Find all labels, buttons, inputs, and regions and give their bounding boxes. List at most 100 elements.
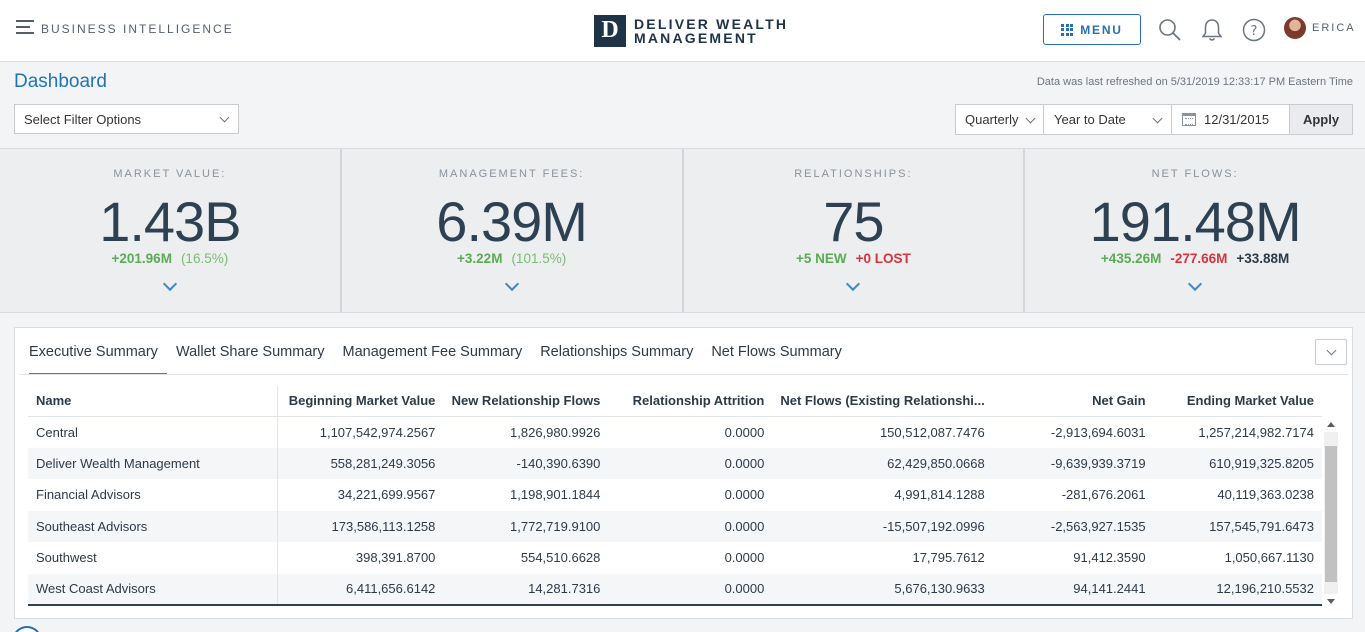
kpi-change: +5 NEW +0 LOST xyxy=(684,251,1024,266)
menu-button[interactable]: MENU xyxy=(1043,14,1141,45)
column-header-ending-market-value[interactable]: Ending Market Value xyxy=(1153,386,1322,417)
chevron-down-icon xyxy=(219,112,230,123)
table-row[interactable]: Southeast Advisors 173,586,113.1258 1,772,… xyxy=(28,510,1322,542)
tab-management-fee-summary[interactable]: Management Fee Summary xyxy=(342,344,523,360)
avatar[interactable] xyxy=(1284,17,1306,39)
help-icon[interactable]: ? xyxy=(1241,17,1267,43)
column-header-net-gain[interactable]: Net Gain xyxy=(992,386,1154,417)
row-value-cell: 91,412.3590 xyxy=(1073,550,1146,566)
row-value-cell: 12,196,210.5532 xyxy=(1153,573,1322,606)
row-value-cell: 1,107,542,974.2567 xyxy=(319,424,436,440)
kpi-value: 75 xyxy=(823,190,884,253)
grid-icon xyxy=(1061,23,1074,36)
row-value-cell: -2,563,927.1535 xyxy=(992,510,1154,542)
kpi-change: +3.22M (101.5%) xyxy=(342,251,682,266)
table-row[interactable]: Central 1,107,542,974.2567 1,826,980.9926 0… xyxy=(28,416,1322,448)
chevron-down-icon[interactable] xyxy=(846,276,861,292)
search-icon[interactable] xyxy=(1157,17,1183,43)
row-value-cell: 5,676,130.9633 xyxy=(772,573,993,606)
bell-icon[interactable] xyxy=(1199,17,1225,43)
row-value-cell: 610,919,325.8205 xyxy=(1153,447,1322,479)
row-name-cell: Southwest xyxy=(28,542,279,574)
scroll-up-icon[interactable] xyxy=(1327,422,1335,427)
logo-line-1: DELIVER WEALTH xyxy=(634,15,789,32)
page-title: Dashboard xyxy=(14,71,107,92)
chevron-down-icon[interactable] xyxy=(504,276,519,292)
period-controls: Quarterly Year to Date 12/31/2015 Apply xyxy=(955,104,1353,135)
kpi-value: 1.43B xyxy=(99,190,241,253)
column-header-name[interactable]: Name xyxy=(28,386,279,417)
scroll-track[interactable] xyxy=(1324,432,1338,594)
row-value-cell: -9,639,939.3719 xyxy=(992,447,1154,479)
tab-wallet-share-summary[interactable]: Wallet Share Summary xyxy=(175,344,325,360)
row-value-cell: 558,281,249.3056 xyxy=(277,447,444,479)
table-row[interactable]: Deliver Wealth Management 558,281,249.305… xyxy=(28,447,1322,479)
column-header-relationship-attrition[interactable]: Relationship Attrition xyxy=(608,386,773,417)
row-value-cell: -2,913,694.6031 xyxy=(1050,424,1146,440)
filter-options-select[interactable]: Select Filter Options xyxy=(14,104,239,134)
chevron-down-icon xyxy=(1326,345,1337,356)
row-value-cell: -15,507,192.0996 xyxy=(772,510,993,542)
user-name[interactable]: ERICA xyxy=(1312,22,1356,34)
period-select[interactable]: Quarterly xyxy=(956,105,1044,134)
row-value-cell: 94,141.2441 xyxy=(992,573,1154,606)
row-value-cell: 0.0000 xyxy=(608,447,773,479)
period-value: Quarterly xyxy=(965,112,1019,127)
tab-net-flows-summary[interactable]: Net Flows Summary xyxy=(711,344,842,360)
row-value-cell: 1,772,719.9100 xyxy=(443,510,609,542)
kpi-relationships: RELATIONSHIPS: 75 +5 NEW +0 LOST xyxy=(683,149,1026,312)
kpi-change-amount: +201.96M xyxy=(111,251,172,266)
date-value: 12/31/2015 xyxy=(1204,112,1270,127)
range-select[interactable]: Year to Date xyxy=(1044,105,1172,134)
kpi-outflows: -277.66M xyxy=(1170,251,1228,266)
kpi-change: +435.26M -277.66M +33.88M xyxy=(1025,251,1365,266)
row-value-cell: 1,257,214,982.7174 xyxy=(1198,424,1314,440)
row-value-cell: 4,991,814.1288 xyxy=(894,487,985,503)
column-header-net-flows-existing[interactable]: Net Flows (Existing Relationshi... xyxy=(772,386,993,417)
date-input[interactable]: 12/31/2015 xyxy=(1172,105,1290,134)
row-value-cell: 1,826,980.9926 xyxy=(510,424,601,440)
column-header-beginning-market-value[interactable]: Beginning Market Value xyxy=(277,386,444,417)
hamburger-icon[interactable] xyxy=(16,19,34,37)
table-scrollbar[interactable] xyxy=(1324,420,1338,606)
table-row[interactable]: Southwest 398,391.8700 554,510.6628 0.0000 1… xyxy=(28,542,1322,574)
app-header: BUSINESS INTELLIGENCE D DELIVER WEALTH M… xyxy=(0,0,1365,62)
row-value-cell: 0.0000 xyxy=(724,424,765,440)
row-value-cell: 173,586,113.1258 xyxy=(277,510,444,542)
row-value-cell: 0.0000 xyxy=(724,550,765,566)
table-row[interactable]: Financial Advisors 34,221,699.9567 1,198,9… xyxy=(28,479,1322,511)
chevron-down-icon[interactable] xyxy=(162,276,177,292)
row-value-cell: 1,198,901.1844 xyxy=(510,487,601,503)
kpi-change-percent: (101.5%) xyxy=(511,251,567,266)
row-value-cell: 0.0000 xyxy=(608,510,773,542)
tab-relationships-summary[interactable]: Relationships Summary xyxy=(540,344,694,360)
kpi-lost-count: +0 LOST xyxy=(855,251,911,266)
apply-button[interactable]: Apply xyxy=(1290,105,1352,134)
tab-executive-summary[interactable]: Executive Summary xyxy=(29,342,167,375)
chevron-down-icon[interactable] xyxy=(1188,276,1203,292)
bottom-action-button[interactable] xyxy=(12,626,42,632)
scroll-down-icon[interactable] xyxy=(1327,599,1335,604)
kpi-change: +201.96M (16.5%) xyxy=(0,251,340,266)
filter-placeholder: Select Filter Options xyxy=(24,111,142,127)
chevron-down-icon xyxy=(1025,113,1036,124)
kpi-value: 191.48M xyxy=(1089,190,1302,253)
column-header-new-relationship-flows[interactable]: New Relationship Flows xyxy=(443,386,609,417)
kpi-market-value: MARKET VALUE: 1.43B +201.96M (16.5%) xyxy=(0,149,342,312)
row-value-cell: 62,429,850.0668 xyxy=(772,447,993,479)
row-value-cell: 0.0000 xyxy=(608,573,773,606)
panel-options-dropdown[interactable] xyxy=(1315,339,1347,365)
row-value-cell: 34,221,699.9567 xyxy=(337,487,436,503)
table-body: Central 1,107,542,974.2567 1,826,980.9926 0… xyxy=(28,416,1322,606)
tabs-divider xyxy=(19,374,1348,375)
scroll-thumb[interactable] xyxy=(1325,446,1337,582)
range-value: Year to Date xyxy=(1054,112,1126,127)
kpi-net-flows: NET FLOWS: 191.48M +435.26M -277.66M +33… xyxy=(1025,149,1365,312)
calendar-icon[interactable] xyxy=(1182,113,1196,126)
svg-text:?: ? xyxy=(1251,24,1258,39)
table-row[interactable]: West Coast Advisors 6,411,656.6142 14,281.… xyxy=(28,573,1322,606)
kpi-change-amount: +3.22M xyxy=(457,251,503,266)
row-value-cell: -281,676.2061 xyxy=(1061,487,1146,503)
row-value-cell: 6,411,656.6142 xyxy=(277,573,444,606)
summary-tabs: Executive Summary Wallet Share Summary M… xyxy=(29,342,851,375)
